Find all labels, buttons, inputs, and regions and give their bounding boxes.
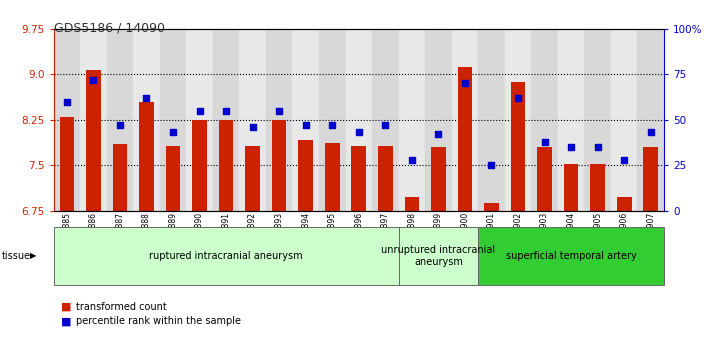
Point: [380, 122, 391, 128]
Point: [433, 131, 444, 137]
Text: percentile rank within the sample: percentile rank within the sample: [76, 316, 241, 326]
Text: ruptured intracranial aneurysm: ruptured intracranial aneurysm: [149, 251, 303, 261]
Point: [167, 130, 178, 135]
Point: [300, 122, 311, 128]
Bar: [293, 29, 319, 211]
Point: [114, 122, 126, 128]
Bar: [272, 120, 286, 211]
Text: ■: ■: [61, 302, 71, 312]
Bar: [505, 29, 531, 211]
Bar: [213, 29, 239, 211]
Text: ▶: ▶: [30, 252, 36, 260]
Bar: [458, 66, 472, 211]
Bar: [166, 146, 181, 211]
Text: tissue: tissue: [1, 251, 31, 261]
Bar: [134, 29, 160, 211]
Bar: [372, 29, 398, 211]
Bar: [638, 29, 664, 211]
Bar: [478, 29, 505, 211]
Point: [565, 144, 577, 150]
Bar: [239, 29, 266, 211]
Point: [247, 124, 258, 130]
Bar: [192, 120, 207, 211]
Bar: [139, 102, 154, 211]
Bar: [86, 70, 101, 211]
Point: [645, 130, 656, 135]
Bar: [346, 29, 372, 211]
Bar: [425, 29, 452, 211]
Bar: [325, 143, 340, 211]
Point: [221, 108, 232, 114]
Text: superficial temporal artery: superficial temporal artery: [506, 251, 636, 261]
Bar: [160, 29, 186, 211]
Point: [273, 108, 285, 114]
Point: [618, 157, 630, 163]
Bar: [59, 117, 74, 211]
Text: transformed count: transformed count: [76, 302, 167, 312]
Bar: [218, 120, 233, 211]
Bar: [298, 140, 313, 211]
Point: [486, 162, 497, 168]
Bar: [319, 29, 346, 211]
Point: [141, 95, 152, 101]
Bar: [186, 29, 213, 211]
Point: [513, 95, 524, 101]
Point: [61, 99, 73, 105]
Bar: [531, 29, 558, 211]
Bar: [584, 29, 611, 211]
Bar: [80, 29, 106, 211]
Point: [326, 122, 338, 128]
Bar: [246, 146, 260, 211]
Bar: [611, 29, 638, 211]
Bar: [484, 203, 499, 211]
Bar: [398, 29, 425, 211]
Point: [193, 108, 205, 114]
Bar: [431, 147, 446, 211]
Bar: [558, 29, 584, 211]
Bar: [617, 197, 631, 211]
Bar: [511, 82, 526, 211]
Point: [539, 139, 550, 144]
Text: unruptured intracranial
aneurysm: unruptured intracranial aneurysm: [381, 245, 496, 267]
Bar: [106, 29, 134, 211]
Bar: [564, 164, 578, 211]
Point: [459, 81, 471, 86]
Text: ■: ■: [61, 316, 71, 326]
Bar: [405, 197, 419, 211]
Point: [88, 77, 99, 83]
Bar: [537, 147, 552, 211]
Bar: [54, 29, 80, 211]
Bar: [266, 29, 293, 211]
Point: [353, 130, 365, 135]
Point: [592, 144, 603, 150]
Bar: [643, 147, 658, 211]
Bar: [452, 29, 478, 211]
Text: GDS5186 / 14090: GDS5186 / 14090: [54, 22, 164, 35]
Bar: [113, 144, 127, 211]
Bar: [590, 164, 605, 211]
Bar: [351, 146, 366, 211]
Point: [406, 157, 418, 163]
Bar: [378, 146, 393, 211]
